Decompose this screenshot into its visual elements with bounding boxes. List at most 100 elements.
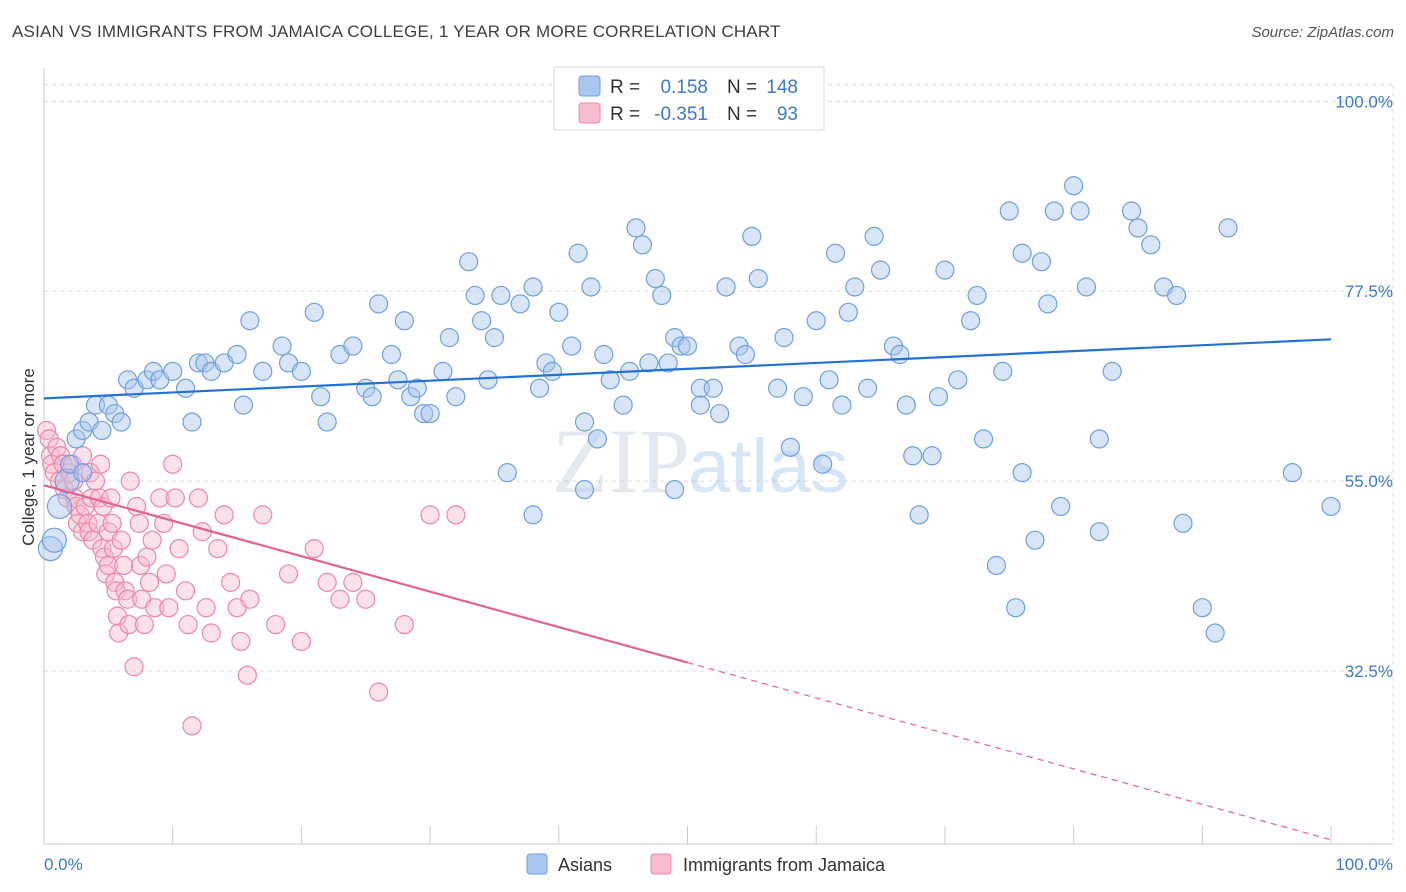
- jamaica-point: [446, 505, 466, 525]
- asian-point: [362, 387, 382, 407]
- jamaica-point: [150, 488, 170, 508]
- jamaica-point: [278, 564, 299, 584]
- asian-point: [671, 336, 691, 356]
- asian-point: [819, 370, 839, 390]
- jamaica-trend-line-extrapolated: [687, 661, 1332, 841]
- asian-point: [73, 463, 93, 483]
- asian-point: [1038, 294, 1058, 314]
- asian-point: [542, 361, 562, 381]
- jamaica-point: [120, 471, 140, 491]
- bottom-legend-label-asians: Asians: [558, 855, 612, 875]
- watermark-atlas: atlas: [688, 424, 849, 509]
- asian-point: [1076, 277, 1097, 297]
- y-tick-label-0: 32.5%: [1345, 662, 1393, 681]
- asian-point: [394, 311, 414, 331]
- jamaica-point: [118, 589, 138, 609]
- asian-point: [639, 353, 659, 373]
- jamaica-point: [266, 614, 286, 635]
- jamaica-point: [356, 589, 376, 609]
- asian-point: [716, 277, 736, 297]
- bottom-legend-swatch-jamaica: [650, 853, 672, 875]
- y-tick-label-1: 55.0%: [1345, 472, 1393, 491]
- asian-point: [1282, 463, 1302, 483]
- jamaica-point: [343, 572, 363, 592]
- asian-point: [1192, 598, 1212, 618]
- x-tick-label-max: 100.0%: [1335, 855, 1393, 874]
- legend-r-label-asians: R =: [610, 77, 640, 98]
- jamaica-point: [253, 505, 273, 525]
- asian-point: [182, 412, 202, 432]
- asian-point: [433, 361, 453, 381]
- jamaica-point: [111, 530, 131, 550]
- asian-point: [928, 387, 949, 407]
- asian-point: [562, 336, 582, 356]
- asian-point: [574, 412, 595, 432]
- jamaica-point: [240, 589, 260, 609]
- asian-point: [581, 277, 601, 297]
- asian-point: [414, 403, 434, 424]
- asian-point: [1012, 463, 1032, 483]
- y-tick-label-3: 100.0%: [1335, 92, 1393, 111]
- asian-point: [381, 344, 402, 365]
- jamaica-point: [163, 454, 183, 474]
- y-axis-title: College, 1 year or more: [19, 368, 38, 546]
- asian-point: [870, 260, 891, 280]
- jamaica-point: [182, 716, 202, 736]
- jamaica-point: [188, 488, 209, 508]
- jamaica-points: [36, 420, 466, 736]
- asian-point: [690, 395, 710, 415]
- jamaica-point: [156, 564, 176, 584]
- axes: [43, 68, 1393, 845]
- jamaica-point: [145, 598, 165, 618]
- asian-point: [1128, 218, 1148, 238]
- jamaica-point: [124, 657, 144, 677]
- jamaica-point: [394, 614, 414, 635]
- asian-point: [497, 463, 517, 483]
- legend-n-value-jamaica: 93: [777, 104, 798, 125]
- asian-point: [742, 226, 762, 246]
- jamaica-point: [165, 488, 185, 508]
- jamaica-point: [291, 631, 311, 652]
- jamaica-point: [317, 572, 337, 592]
- watermark: ZIP atlas: [552, 410, 849, 512]
- series-legend: Asians Immigrants from Jamaica: [526, 853, 886, 875]
- jamaica-point: [237, 665, 257, 685]
- asian-point: [459, 252, 479, 272]
- asian-point: [465, 285, 485, 306]
- asian-point: [710, 403, 730, 424]
- asian-point: [896, 395, 916, 415]
- asian-point: [407, 378, 427, 398]
- asian-point: [813, 454, 833, 474]
- bottom-legend-swatch-asians: [526, 853, 548, 875]
- jamaica-point: [159, 598, 179, 618]
- asian-point: [903, 446, 923, 466]
- y-tick-labels: 32.5% 55.0% 77.5% 100.0%: [1335, 92, 1393, 681]
- jamaica-point: [221, 572, 241, 592]
- jamaica-point: [214, 505, 234, 525]
- asian-point: [703, 378, 723, 398]
- asian-point: [478, 370, 498, 390]
- asian-point: [1044, 201, 1064, 221]
- asian-point: [1031, 252, 1052, 272]
- asian-point: [46, 493, 73, 520]
- legend-n-label-jamaica: N =: [727, 104, 757, 125]
- jamaica-point: [134, 614, 154, 635]
- asian-point: [471, 311, 492, 331]
- jamaica-point: [129, 513, 149, 533]
- jamaica-point: [201, 623, 221, 643]
- asian-point: [1205, 623, 1225, 643]
- legend-swatch-jamaica: [578, 102, 601, 124]
- asian-point: [510, 294, 530, 314]
- x-tick-label-min: 0.0%: [44, 855, 83, 874]
- asian-point: [767, 378, 788, 398]
- asian-point: [986, 555, 1006, 576]
- asian-point: [806, 311, 826, 331]
- asian-point: [652, 285, 672, 306]
- asian-trend-line: [43, 338, 1332, 400]
- jamaica-point: [208, 539, 228, 559]
- jamaica-point: [175, 581, 196, 601]
- asian-point: [845, 277, 865, 297]
- jamaica-point: [196, 598, 216, 618]
- asian-point: [793, 387, 813, 407]
- asian-point: [967, 285, 987, 306]
